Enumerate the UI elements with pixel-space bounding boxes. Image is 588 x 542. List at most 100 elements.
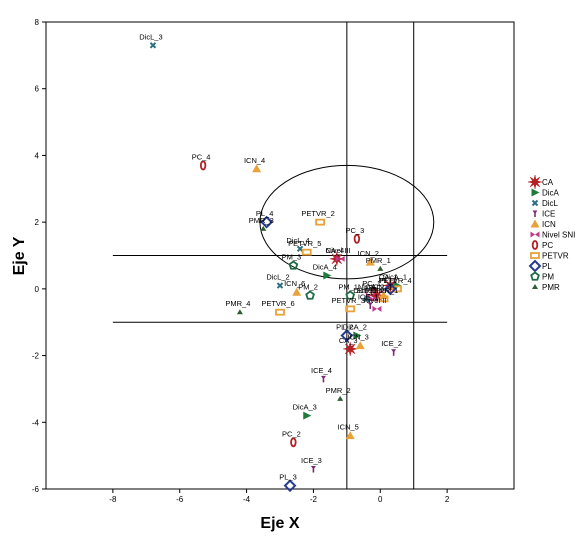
point-label: PM_3 (282, 253, 302, 262)
point-label: ICN_4 (244, 156, 265, 165)
data-point (378, 295, 389, 303)
data-points (149, 42, 402, 493)
legend-label: ICE (542, 210, 555, 219)
point-label: ICN_3 (348, 333, 369, 342)
data-point (365, 257, 375, 266)
data-point (353, 233, 361, 244)
point-label: Eméritos (357, 286, 387, 295)
legend-label: PC (542, 241, 553, 250)
data-point (296, 245, 304, 253)
y-tick-label: 4 (35, 151, 40, 160)
x-tick-label: -4 (243, 495, 251, 504)
data-point (260, 225, 267, 231)
legend-marker (532, 284, 538, 289)
legend-marker (531, 240, 539, 250)
point-label: PMR_1 (366, 256, 391, 265)
data-point (363, 295, 371, 303)
y-axis-title: Eje Y (11, 236, 28, 275)
data-point (236, 309, 243, 315)
data-point (275, 308, 285, 316)
point-label: DicL_3 (139, 32, 162, 41)
axis-ticks: -8 -6 -4 -2 0 2 -6 -4 -2 0 2 4 6 8 (32, 18, 450, 504)
point-label: ICN_5 (338, 423, 359, 432)
legend-label: PETVR (542, 252, 569, 261)
data-point (315, 218, 326, 226)
point-label: PMR_4 (225, 299, 250, 308)
point-label: CA_4 (325, 246, 344, 255)
ellipse-region (259, 164, 435, 280)
point-label: ICE_3 (301, 456, 322, 465)
x-axis-title: Eje X (260, 515, 299, 532)
data-point (276, 282, 284, 289)
ellipse (259, 164, 435, 280)
point-label: PC_4 (192, 152, 211, 161)
x-tick-label: -8 (109, 495, 117, 504)
x-tick-label: -6 (176, 495, 184, 504)
x-tick-label: 2 (445, 495, 450, 504)
point-label: Nivel I (358, 283, 379, 292)
y-tick-label: -2 (32, 352, 40, 361)
point-label: PETVR_2 (301, 209, 334, 218)
point-label: ICE_1 (358, 293, 379, 302)
point-label: PM_2 (298, 283, 318, 292)
point-label: DicA_3 (293, 403, 317, 412)
legend-marker (530, 219, 540, 228)
point-label: PC_3 (346, 226, 365, 235)
y-tick-label: -4 (32, 418, 40, 427)
legend-label: ICN (542, 220, 556, 229)
point-label: PL_2 (336, 323, 354, 332)
point-label: CA_3 (339, 336, 358, 345)
data-point (383, 282, 397, 296)
data-point (290, 437, 297, 448)
point-label: Nivel II (363, 296, 386, 305)
data-point (365, 292, 375, 299)
data-point (301, 248, 312, 256)
point-label: DicL_4 (286, 236, 309, 245)
legend-marker (531, 199, 539, 207)
legend-marker (532, 210, 538, 217)
data-point (303, 411, 312, 420)
legend-label: PL (542, 262, 552, 271)
point-label: PC_1 (362, 279, 381, 288)
data-point (199, 160, 207, 171)
data-point (370, 287, 377, 298)
point-label: ICE_4 (311, 366, 332, 375)
point-label: PL_1 (380, 276, 398, 285)
point-label: DicL_2 (266, 273, 289, 282)
point-label: DicA_2 (343, 323, 367, 332)
data-point (320, 375, 326, 383)
point-label: PL_4 (256, 209, 274, 218)
x-tick-label: -2 (310, 495, 318, 504)
legend-label: PMR (542, 283, 560, 292)
point-labels: CA_3 CA_4 CA_1CA_2 DicA_2 DicA_3 DicA_4 DicA_1… (139, 32, 411, 481)
point-label: PL_3 (279, 473, 297, 482)
data-point (323, 271, 332, 280)
point-label: PC_2 (282, 429, 301, 438)
point-label: PMR_2 (326, 386, 351, 395)
data-point (310, 465, 316, 473)
legend-marker (530, 231, 540, 238)
legend-marker (531, 188, 540, 197)
point-label: PETVR_5 (288, 239, 321, 248)
y-tick-label: 6 (35, 85, 40, 94)
point-label: PETVR_3 (332, 296, 365, 305)
data-point (345, 290, 356, 300)
data-point (367, 302, 373, 310)
data-point (335, 255, 345, 262)
legend-label: PM (542, 273, 554, 282)
y-tick-label: 0 (35, 285, 40, 294)
legend-marker (527, 174, 543, 190)
point-label: PMR_3 (249, 216, 274, 225)
data-point (392, 285, 402, 293)
reference-lines (112, 22, 448, 489)
legend-label: Nivel SNI (542, 231, 575, 240)
point-label: ICN_1 (371, 283, 392, 292)
legend-label: CA (542, 178, 554, 187)
data-point (340, 329, 354, 342)
legend-label: DicA (542, 189, 560, 198)
y-tick-label: 2 (35, 218, 40, 227)
point-label: CA_2 (366, 283, 385, 292)
point-label: PETVR_1 (365, 286, 398, 295)
data-point (305, 290, 315, 300)
